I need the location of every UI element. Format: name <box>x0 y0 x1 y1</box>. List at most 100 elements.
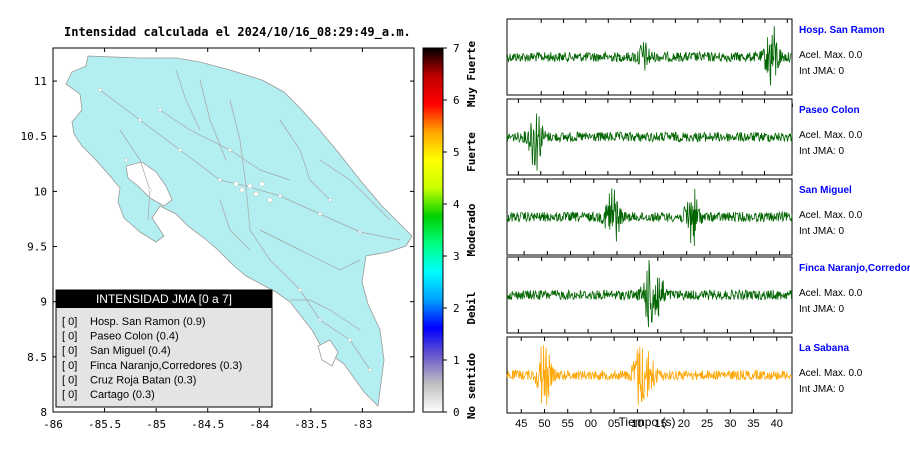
waveform-panel: 45 50 55 00 05 10 15 20 25 30 35 40 La Sabana Acel. M… <box>506 336 863 430</box>
waveform-tick-label: 45 <box>515 418 527 430</box>
legend-row-intensity: [ 0] <box>62 331 77 343</box>
station-max-accel: Acel. Max. 0.0 <box>799 210 863 221</box>
station-jma-intensity: Int JMA: 0 <box>799 304 844 315</box>
waveform-tick-label: 30 <box>724 418 736 430</box>
map-y-tick-label: 9.5 <box>27 241 47 254</box>
waveform-panels: 45 50 55 00 05 10 15 20 25 30 35 40 Hosp. San Ramon A… <box>506 18 910 430</box>
nicoya-gulf <box>125 161 173 207</box>
legend-row-intensity: [ 0] <box>62 345 77 357</box>
map-y-tick-label: 8 <box>40 406 47 419</box>
colorbar-tick-label: 6 <box>453 94 460 107</box>
towns <box>98 88 372 372</box>
colorbar-tick-label: 5 <box>453 146 460 159</box>
colorbar-tick-label: 0 <box>453 406 460 419</box>
legend-row: [ 0] Finca Naranjo,Corredores (0.3) <box>62 360 242 372</box>
legend-row-station: Paseo Colon (0.4) <box>90 331 179 343</box>
waveform-tick-label: 15 <box>654 418 666 430</box>
colorbar-gradient <box>422 47 444 413</box>
time-axis-label: Tiempo (s) <box>619 415 676 429</box>
map-y-tick-label: 9 <box>40 296 47 309</box>
map-x-tick-label: -85.5 <box>88 418 121 431</box>
colorbar-intensity-name: Moderado <box>465 203 478 256</box>
colorbar-intensity-name: No sentido <box>465 353 478 420</box>
costa-rica-landmass <box>65 55 413 407</box>
waveform-panel: 455055000510152025303540Finca Naranjo,Co… <box>506 256 910 350</box>
colorbar-intensity-name: Fuerte <box>465 132 478 172</box>
map-frame <box>52 47 415 413</box>
station-jma-intensity: Int JMA: 0 <box>799 66 844 77</box>
legend-row-station: Cruz Roja Batan (0.3) <box>90 374 196 386</box>
colorbar-intensity-name: Debil <box>465 291 478 324</box>
legend-row: [ 0] Hosp. San Ramon (0.9) <box>62 316 206 328</box>
map-y-tick-label: 10 <box>34 185 47 198</box>
station-max-accel: Acel. Max. 0.0 <box>799 130 863 141</box>
waveform-trace <box>506 345 793 406</box>
colorbar-ticks: 0 1 2 3 4 5 6 7 <box>443 42 460 419</box>
map-y-tick-label: 11 <box>34 75 47 88</box>
legend-row-station: Finca Naranjo,Corredores (0.3) <box>90 360 242 372</box>
station-max-accel: Acel. Max. 0.0 <box>799 368 863 379</box>
colorbar-intensity-names: No sentido Debil Moderado Fuerte Muy Fuerte <box>465 41 478 420</box>
legend-row-intensity: [ 0] <box>62 374 77 386</box>
station-jma-intensity: Int JMA: 0 <box>799 146 844 157</box>
colorbar-intensity-name: Muy Fuerte <box>465 41 478 108</box>
waveform-tick-label: 00 <box>585 418 597 430</box>
map-y-tick-label: 8.5 <box>27 351 47 364</box>
station-max-accel: Acel. Max. 0.0 <box>799 50 863 61</box>
map-panel: -86 -85.5 -85 -84.5 -84 -83.5 -83 11 10.5 10 9.5 9… <box>21 47 415 431</box>
waveform-trace <box>506 260 793 328</box>
map-x-tick-label: -83 <box>352 418 372 431</box>
colorbar-tick-label: 4 <box>453 198 460 211</box>
legend-row-intensity: [ 0] <box>62 360 77 372</box>
waveform-panel: 455055000510152025303540Hosp. San RamonA… <box>506 18 885 112</box>
station-name: La Sabana <box>799 343 849 354</box>
station-name: Finca Naranjo,Corredores <box>799 263 910 274</box>
legend-row-intensity: [ 0] <box>62 389 77 401</box>
map-x-axis: -86 -85.5 -85 -84.5 -84 -83.5 -83 <box>43 48 372 431</box>
colorbar-tick-label: 7 <box>453 42 460 55</box>
map-x-tick-label: -85 <box>146 418 166 431</box>
map-y-axis: 11 10.5 10 9.5 9 8.5 8 <box>21 75 414 419</box>
map-x-tick-label: -86 <box>43 418 63 431</box>
station-name: Paseo Colon <box>799 105 860 116</box>
map-y-tick-label: 10.5 <box>21 130 48 143</box>
intensity-legend: INTENSIDAD JMA [0 a 7] [ 0] Hosp. San Ram… <box>55 289 273 408</box>
colorbar-tick-label: 1 <box>453 354 460 367</box>
waveform-tick-label: 05 <box>608 418 620 430</box>
waveform-panel: 404550550005101520253035Paseo ColonAcel.… <box>506 98 863 192</box>
golfo-dulce <box>317 339 339 367</box>
waveform-tick-label: 35 <box>747 418 759 430</box>
waveform-tick-label: 20 <box>678 418 690 430</box>
legend-box <box>55 289 273 408</box>
legend-row: [ 0] Cruz Roja Batan (0.3) <box>62 374 196 386</box>
colorbar: 0 1 2 3 4 5 6 7 No sentido Debil Moderado Fuerte Mu… <box>422 41 478 420</box>
legend-title: INTENSIDAD JMA [0 a 7] <box>96 292 232 306</box>
legend-row-station: Cartago (0.3) <box>90 389 155 401</box>
map-title: Intensidad calculada el 2024/10/16_08:29… <box>64 25 411 40</box>
legend-rows: [ 0] Hosp. San Ramon (0.9) [ 0] Paseo Colon… <box>62 316 242 401</box>
legend-row: [ 0] Paseo Colon (0.4) <box>62 331 179 343</box>
waveform-tick-label: 40 <box>771 418 783 430</box>
legend-header <box>56 290 272 308</box>
colorbar-tick-label: 3 <box>453 250 460 263</box>
waveform-tick-label: 50 <box>538 418 550 430</box>
waveform-trace <box>506 188 793 247</box>
map-x-tick-label: -84.5 <box>191 418 224 431</box>
legend-row-intensity: [ 0] <box>62 316 77 328</box>
station-jma-intensity: Int JMA: 0 <box>799 384 844 395</box>
waveform-tick-label: 10 <box>631 418 643 430</box>
legend-row-station: San Miguel (0.4) <box>90 345 171 357</box>
colorbar-tick-label: 2 <box>453 302 460 315</box>
map-x-tick-label: -83.5 <box>294 418 327 431</box>
station-max-accel: Acel. Max. 0.0 <box>799 288 863 299</box>
waveform-trace <box>506 113 793 171</box>
legend-row-station: Hosp. San Ramon (0.9) <box>90 316 206 328</box>
map-x-tick-label: -84 <box>249 418 269 431</box>
legend-row: [ 0] Cartago (0.3) <box>62 389 155 401</box>
station-name: Hosp. San Ramon <box>799 25 885 36</box>
waveform-tick-label: 55 <box>562 418 574 430</box>
station-name: San Miguel <box>799 185 852 196</box>
legend-row: [ 0] San Miguel (0.4) <box>62 345 171 357</box>
waveform-tick-label: 25 <box>701 418 713 430</box>
